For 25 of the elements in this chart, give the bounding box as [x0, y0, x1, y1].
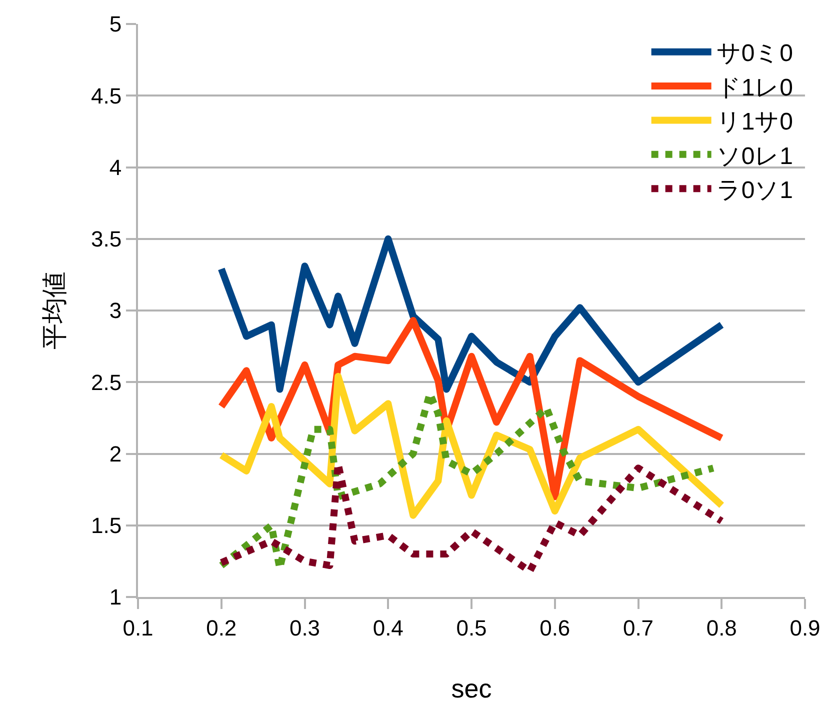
legend-label: ラ0ソ1: [716, 176, 794, 204]
legend-label: ド1レ0: [716, 74, 794, 102]
x-axis-title: sec: [451, 674, 492, 704]
y-tick-label: 4: [109, 154, 122, 180]
x-tick-label: 0.4: [372, 615, 404, 640]
y-tick-label: 1: [109, 584, 122, 610]
y-tick-label: 4.5: [91, 83, 122, 108]
legend-label: サ0ミ0: [716, 40, 794, 68]
y-tick-label: 2: [109, 441, 122, 466]
y-tick-label: 3: [109, 298, 122, 324]
x-tick-label: 0.7: [622, 615, 654, 640]
x-tick-label: 0.6: [540, 615, 570, 640]
legend-label: リ1サ0: [716, 108, 794, 136]
y-tick-label: 2.5: [91, 370, 122, 395]
y-axis-title: 平均値: [38, 272, 69, 350]
legend-label: ソ0レ1: [716, 142, 794, 170]
y-tick-label: 5: [109, 12, 122, 37]
x-tick-label: 0.1: [122, 615, 154, 640]
y-tick-label: 1.5: [91, 513, 122, 538]
x-tick-label: 0.2: [206, 615, 237, 640]
x-tick-label: 0.3: [289, 615, 320, 640]
y-tick-label: 3.5: [91, 226, 122, 252]
x-tick-label: 0.8: [706, 615, 737, 640]
x-tick-label: 0.9: [790, 615, 820, 640]
x-tick-label: 0.5: [456, 615, 487, 640]
